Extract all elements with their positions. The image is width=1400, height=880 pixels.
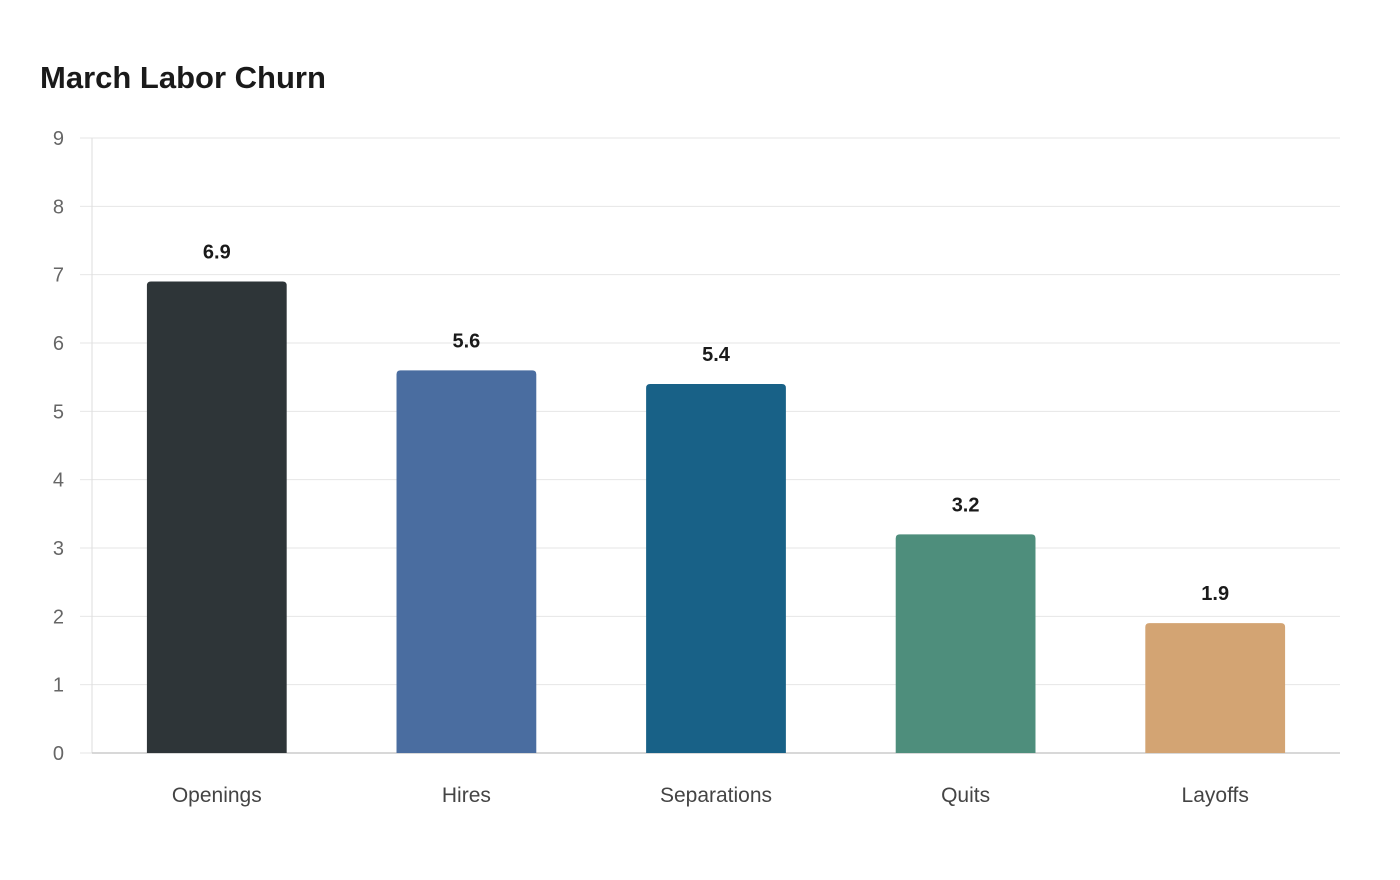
category-labels: Openings Hires Separations Quits Layoffs — [172, 784, 1249, 807]
bar-openings[interactable] — [146, 281, 287, 754]
value-label: 1.9 — [1201, 583, 1229, 605]
value-label: 6.9 — [203, 242, 231, 264]
y-tick-label: 0 — [53, 743, 64, 765]
bar-layoffs[interactable] — [1145, 623, 1286, 753]
value-labels: 6.9 5.6 5.4 3.2 1.9 — [203, 242, 1229, 606]
y-tick-label: 4 — [53, 470, 64, 492]
value-label: 5.6 — [452, 330, 480, 352]
category-label: Quits — [941, 784, 990, 807]
y-tick-label: 8 — [53, 196, 64, 218]
value-label: 3.2 — [952, 494, 980, 516]
y-tick-label: 3 — [53, 538, 64, 560]
category-label: Layoffs — [1182, 784, 1249, 807]
value-label: 5.4 — [702, 344, 731, 366]
bars — [146, 281, 1286, 754]
chart-title: March Labor Churn — [40, 60, 326, 95]
category-label: Separations — [660, 784, 772, 807]
y-tick-label: 7 — [53, 265, 64, 287]
category-label: Openings — [172, 784, 262, 807]
y-tick-label: 2 — [53, 606, 64, 628]
bar-quits[interactable] — [895, 534, 1036, 753]
y-tick-label: 5 — [53, 401, 64, 423]
bar-separations[interactable] — [646, 384, 786, 753]
category-label: Hires — [442, 784, 491, 807]
bar-hires[interactable] — [396, 370, 537, 753]
y-tick-label: 6 — [53, 333, 64, 355]
y-tick-label: 9 — [53, 128, 64, 150]
y-axis-ticks: 0 1 2 3 4 5 6 7 8 9 — [53, 128, 92, 765]
y-tick-label: 1 — [53, 675, 64, 697]
